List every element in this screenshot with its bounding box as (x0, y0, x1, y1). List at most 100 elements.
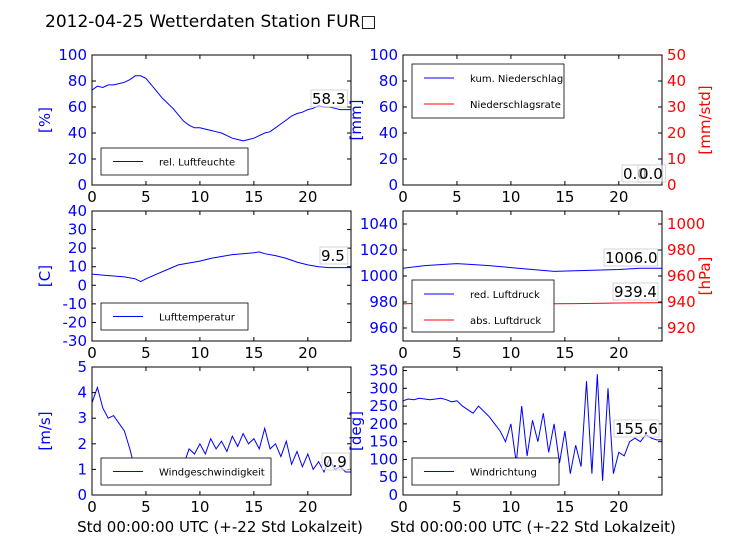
legend-label: rel. Luftfeuchte (159, 158, 235, 169)
y-tick-label-right: 50 (667, 46, 686, 64)
y-axis-label: [m/s] (36, 411, 54, 450)
series-line-pressure-0 (403, 263, 662, 272)
y-tick-label: -10 (63, 295, 88, 313)
legend-precip: kum. Niederschlag Niederschlagsrate (411, 63, 565, 119)
y-axis-label: [mm] (347, 100, 365, 141)
y-tick-label: 0 (77, 486, 87, 504)
x-axis-label-right: Std 00:00:00 UTC (+-22 Std Lokalzeit) (390, 518, 676, 536)
last-value-label: 155.6 (615, 420, 658, 438)
y-tick-label: 3 (77, 409, 87, 427)
y-tick-label: 1020 (360, 241, 398, 259)
panel-temperature: 0 5 10 15 20-30-20-10010203040[C]Lufttempera… (36, 202, 352, 362)
x-tick-label: 0 (398, 498, 408, 516)
last-value-box (612, 282, 659, 301)
last-value-box (319, 246, 349, 265)
y-tick-label: 20 (68, 150, 87, 168)
x-tick-label: 15 (244, 188, 263, 206)
x-tick-label: 10 (190, 344, 209, 362)
axes-frame-wind-dir (402, 366, 663, 496)
y-tick-label: 20 (68, 239, 87, 257)
y-axis-label: [deg] (347, 411, 365, 451)
y-tick-label: 80 (68, 72, 87, 90)
x-tick-label: 5 (452, 344, 462, 362)
x-tick-label: 0 (398, 344, 408, 362)
y-tick-label-right: 960 (667, 267, 696, 285)
y-tick-label: 80 (379, 72, 398, 90)
panel-wind-dir: 0 5 10 15 20050100150200250300350[deg]Windri… (347, 362, 663, 516)
x-tick-label: 5 (141, 344, 151, 362)
y-tick-label: 20 (379, 150, 398, 168)
y-tick-label: 250 (369, 397, 398, 415)
legend-label: Windrichtung (470, 468, 537, 479)
last-value-label: 939.4 (614, 283, 657, 301)
x-tick-label: 20 (609, 344, 628, 362)
x-tick-label: 10 (190, 188, 209, 206)
last-value-label: 0.0 (639, 165, 663, 183)
legend-frame (411, 63, 565, 119)
panel-humidity: 0 5 10 15 20 0 20 40 60 80 100 [%] rel. Luftfeuchte 5… (36, 46, 352, 206)
legend-wind-dir: Windrichtung (411, 457, 560, 486)
last-value-box (310, 89, 348, 108)
last-value-label: 1006.0 (605, 249, 658, 267)
last-value-box (613, 419, 660, 438)
legend-wind-speed: Windgeschwindigkeit (100, 457, 272, 486)
x-tick-label: 20 (609, 498, 628, 516)
y-axis-label-right: [hPa] (696, 257, 714, 296)
x-tick-label: 0 (87, 498, 97, 516)
legend-pressure: red. Luftdruck abs. Luftdruck (411, 279, 555, 333)
axes-frame-wind-speed (91, 366, 352, 496)
last-value-box (637, 164, 667, 183)
legend-humidity: rel. Luftfeuchte (100, 147, 249, 176)
y-tick-label: 10 (68, 258, 87, 276)
y-tick-label: 40 (379, 124, 398, 142)
y-tick-label: 2 (77, 435, 87, 453)
y-tick-label: 100 (369, 450, 398, 468)
y-axis-label: [C] (36, 265, 54, 287)
x-tick-label: 10 (501, 188, 520, 206)
x-tick-label: 10 (501, 498, 520, 516)
y-tick-label: -30 (63, 332, 88, 350)
y-tick-label: 980 (369, 293, 398, 311)
x-tick-label: 5 (141, 188, 151, 206)
y-tick-label: 1000 (360, 267, 398, 285)
x-tick-label: 5 (452, 498, 462, 516)
y-tick-label: 960 (369, 319, 398, 337)
y-tick-label: 100 (369, 46, 398, 64)
y-tick-label-right: 40 (667, 72, 686, 90)
legend-label: Niederschlagsrate (470, 100, 561, 111)
x-tick-label: 0 (87, 344, 97, 362)
y-tick-label: 0 (77, 276, 87, 294)
y-tick-label: 5 (77, 358, 87, 376)
y-tick-label: 50 (379, 468, 398, 486)
last-value-box (321, 452, 351, 471)
last-value-label: 58.3 (312, 90, 345, 108)
x-tick-label: 20 (298, 498, 317, 516)
legend-label: abs. Luftdruck (470, 316, 541, 327)
y-tick-label: 200 (369, 415, 398, 433)
x-tick-label: 20 (298, 188, 317, 206)
legend-frame (411, 279, 555, 333)
x-axis-label-left: Std 00:00:00 UTC (+-22 Std Lokalzeit) (77, 518, 363, 536)
y-tick-label-right: 20 (667, 124, 686, 142)
y-tick-label: 60 (68, 98, 87, 116)
x-tick-label: 10 (501, 344, 520, 362)
x-tick-label: 15 (555, 344, 574, 362)
panel-pressure: 0 5 10 15 20 960 980 1000 1020 1040 920 940 960 980 10… (360, 210, 714, 362)
x-tick-label: 0 (87, 188, 97, 206)
axes-frame-humidity (91, 54, 352, 186)
series-line-temperature-0 (92, 251, 351, 283)
x-tick-label: 10 (190, 498, 209, 516)
y-tick-label-right: 920 (667, 319, 696, 337)
y-tick-label-right: 10 (667, 150, 686, 168)
last-value-label: 9.5 (321, 247, 345, 265)
y-tick-label: 0 (388, 176, 398, 194)
y-tick-label: 0 (388, 486, 398, 504)
panel-precip: 0 5 10 15 20 0 20 40 60 80 100 0 10 20 30 40 50 [mm] [mm/s… (347, 46, 714, 206)
y-tick-label: 150 (369, 433, 398, 451)
y-tick-label: 4 (77, 384, 87, 402)
x-tick-label: 15 (244, 344, 263, 362)
y-tick-label-right: 0 (667, 176, 677, 194)
y-tick-label-right: 980 (667, 241, 696, 259)
y-tick-label: -20 (63, 313, 88, 331)
